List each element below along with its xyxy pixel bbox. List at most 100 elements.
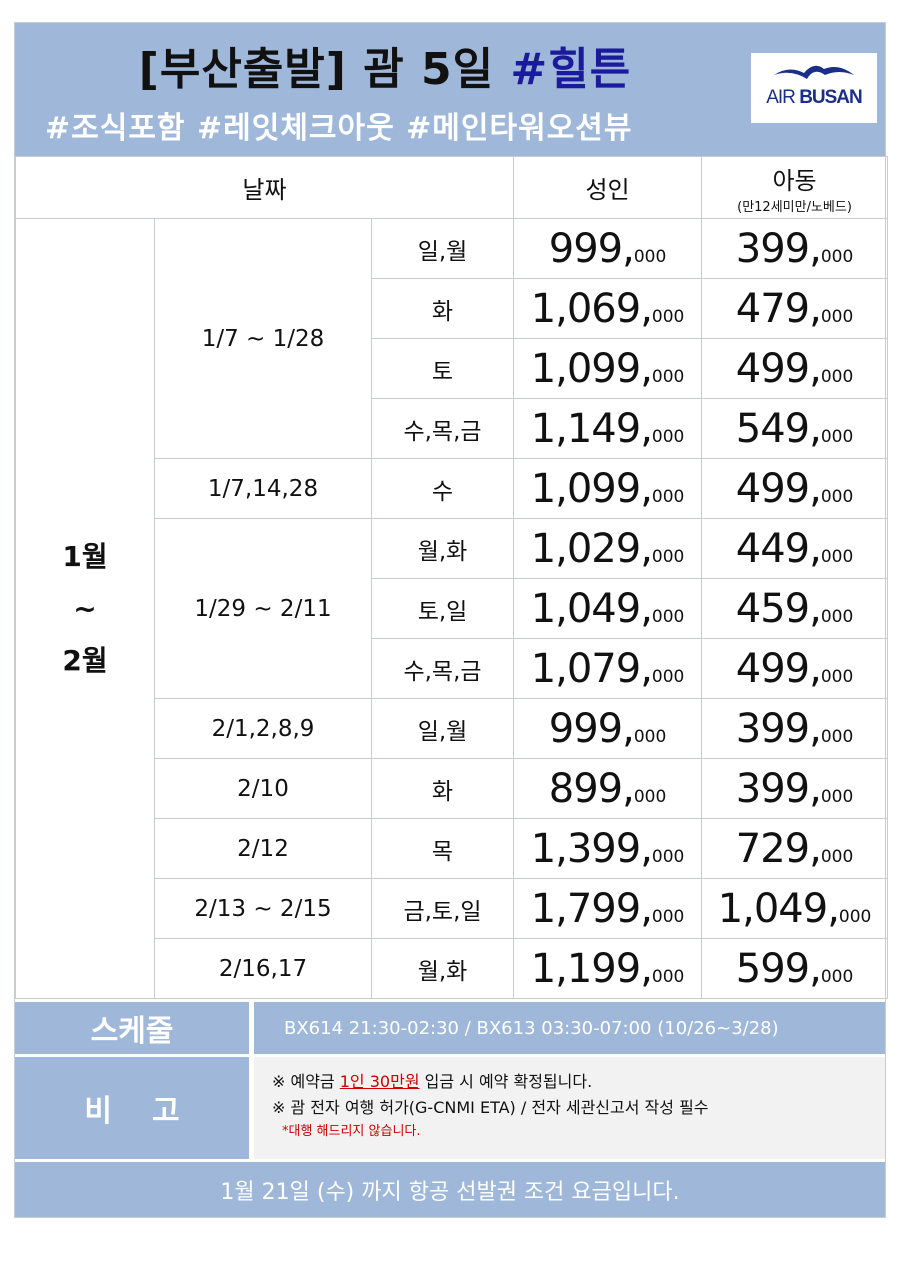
month-label: 1월 [62,539,108,573]
child-price: 399,000 [701,758,889,819]
remarks-label: 비고 [15,1057,249,1159]
weekdays: 화 [370,278,515,339]
table-row: 1월 ~2월 1/7 ~ 1/28 일,월 999,000 399,000 [15,218,889,999]
price-main: 1,049, [530,585,653,632]
adult-price: 999,000 [513,218,703,279]
weekdays: 일,월 [370,218,515,279]
adult-price: 899,000 [513,758,703,819]
weekdays: 월,화 [370,938,515,999]
weekdays: 토,일 [370,578,515,639]
child-price: 499,000 [701,338,889,399]
month-label: 2월 [62,643,108,677]
adult-price: 1,799,000 [513,878,703,939]
table-row: 토,일 1,049,000 459,000 [16,578,889,639]
child-price: 499,000 [701,458,889,519]
price-main: 1,049, [717,885,840,932]
price-thousands: 000 [651,546,685,567]
header-date: 날짜 [14,156,515,219]
title-highlight: #힐튼 [510,44,632,95]
adult-price: 1,069,000 [513,278,703,339]
month-range: 1월 ~2월 [15,218,155,999]
price-thousands: 000 [651,366,685,387]
price-thousands: 000 [633,246,667,267]
remarks-row: 비고 ※ 예약금 1인 30만원 입금 시 예약 확정됩니다. ※ 괌 전자 여… [15,1057,885,1159]
price-main: 549, [735,405,822,452]
price-thousands: 000 [820,306,854,327]
price-thousands: 000 [651,906,685,927]
remark-deposit-amount: 1인 30만원 [339,1072,420,1091]
price-main: 399, [735,705,822,752]
price-main: 479, [735,285,822,332]
price-main: 599, [735,945,822,992]
adult-price: 1,399,000 [513,818,703,879]
remark-deposit: ※ 예약금 1인 30만원 입금 시 예약 확정됩니다. [272,1069,867,1095]
weekdays: 일,월 [370,698,515,759]
schedule-row: 스케줄 BX614 21:30-02:30 / BX613 03:30-07:0… [15,1002,885,1054]
price-main: 1,399, [530,825,653,872]
child-price: 459,000 [701,578,889,639]
price-thousands: 000 [838,906,872,927]
child-price: 479,000 [701,278,889,339]
header-child: 아동 (만12세미만/노베드) [701,156,889,219]
price-thousands: 000 [651,846,685,867]
date-range: 1/7 ~ 1/28 [154,218,372,459]
weekdays: 수,목,금 [370,638,515,699]
price-main: 1,069, [530,285,653,332]
weekdays: 화 [370,758,515,819]
weekdays: 수 [370,458,515,519]
child-price: 729,000 [701,818,889,879]
month-label: ~ [73,591,97,625]
table-row: 1/7,14,28 수 1,099,000 499,000 [16,458,889,519]
bird-icon [774,65,854,79]
price-thousands: 000 [651,426,685,447]
table-row: 1/29 ~ 2/11 월,화 1,029,000 449,000 [16,518,889,699]
price-main: 1,029, [530,525,653,572]
table-row: 2/1,2,8,9 일,월 999,000 399,000 [16,698,889,759]
adult-price: 1,099,000 [513,458,703,519]
price-thousands: 000 [820,246,854,267]
adult-price: 999,000 [513,698,703,759]
price-thousands: 000 [633,726,667,747]
child-price: 1,049,000 [701,878,889,939]
date-range: 2/1,2,8,9 [154,698,372,759]
price-thousands: 000 [633,786,667,807]
price-thousands: 000 [820,726,854,747]
adult-price: 1,149,000 [513,398,703,459]
child-price: 399,000 [701,218,889,279]
weekdays: 수,목,금 [370,398,515,459]
date-range: 1/7,14,28 [154,458,372,519]
table-row: 수,목,금 1,149,000 549, 000 [16,398,889,459]
price-main: 399, [735,765,822,812]
hashtags: #조식포함 #레잇체크아웃 #메인타워오션뷰 [45,111,633,146]
footer-notice: 1월 21일 (수) 까지 항공 선발권 조건 요금입니다. [15,1162,885,1217]
header-adult: 성인 [513,156,703,219]
price-thousands: 000 [651,606,685,627]
air-busan-logo: AIR BUSAN [751,53,877,123]
price-thousands: 000 [651,966,685,987]
price-main: 999, [548,225,635,272]
price-main: 1,799, [530,885,653,932]
date-range: 2/12 [154,818,372,879]
page-title: [부산출발] 괌 5일 #힐튼 [15,33,755,97]
price-thousands: 000 [820,786,854,807]
child-price: 599,000 [701,938,889,999]
weekdays: 토 [370,338,515,399]
table-row: 2/16,17 월,화 1,199,000 599,000 [16,938,889,999]
price-thousands: 000 [651,666,685,687]
price-thousands: 000 [820,846,854,867]
price-thousands: 000 [651,306,685,327]
table-row: 2/13 ~ 2/15 금,토,일 1,799,000 1,049,000 [16,878,889,939]
remark-note: *대행 해드리지 않습니다. [282,1124,421,1139]
price-table: 날짜 성인 아동 (만12세미만/노베드) 1월 ~2월 1/7 ~ 1/28 일,월 9… [14,156,889,999]
remark-text: 입금 시 예약 확정됩니다. [419,1072,593,1091]
adult-price: 1,049,000 [513,578,703,639]
schedule-label: 스케줄 [15,1002,249,1054]
date-range: 1/29 ~ 2/11 [154,518,372,699]
table-row: 토 1,099,000 499,000 [16,338,889,399]
logo-text-air: AIR [766,87,800,108]
adult-price: 1,079,000 [513,638,703,699]
price-main: 499, [735,465,822,512]
price-main: 1,099, [530,465,653,512]
child-price: 449,000 [701,518,889,579]
price-main: 449, [735,525,822,572]
